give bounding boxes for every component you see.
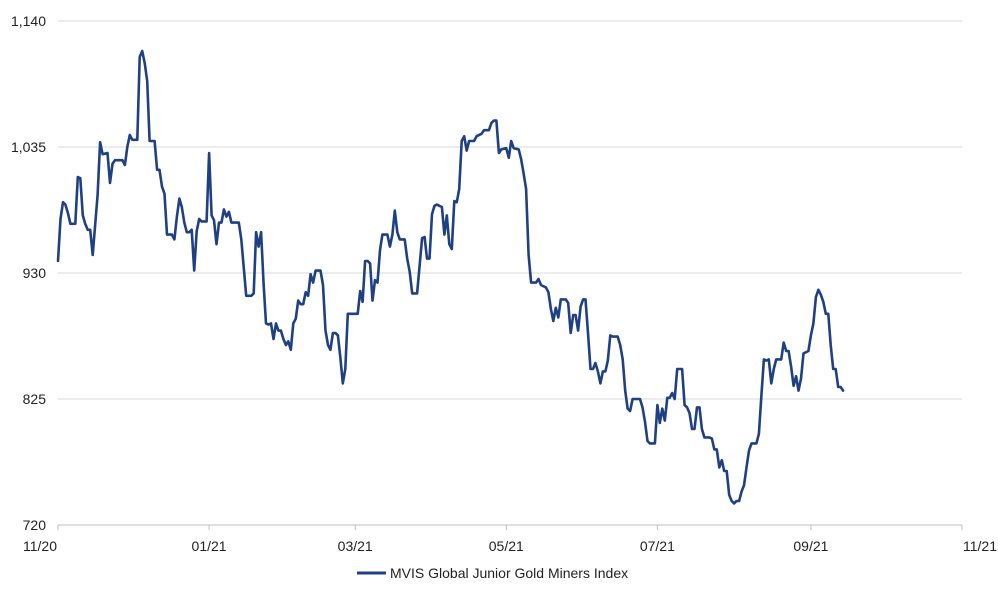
y-tick-label: 1,140: [11, 13, 46, 29]
x-tick-label: 11/21: [963, 538, 997, 554]
y-tick-label: 825: [23, 391, 47, 407]
x-tick-label: 07/21: [640, 538, 675, 554]
y-axis-tick-labels: 720 825 930 1,035 1,140: [11, 13, 46, 533]
y-tick-label: 720: [23, 517, 47, 533]
x-tick-label: 09/21: [793, 538, 828, 554]
x-tick-label: 05/21: [489, 538, 524, 554]
x-tick-label: 03/21: [338, 538, 373, 554]
y-tick-label: 1,035: [11, 139, 46, 155]
series-layer: [56, 49, 845, 505]
legend-label: MVIS Global Junior Gold Miners Index: [390, 565, 628, 581]
legend: MVIS Global Junior Gold Miners Index: [357, 565, 628, 581]
x-axis: 11/20 01/21 03/21 05/21 07/21 09/21 11/21: [23, 525, 997, 554]
y-tick-label: 930: [23, 265, 47, 281]
x-tick-label: 01/21: [192, 538, 227, 554]
series-line: [56, 49, 845, 505]
gridlines: [58, 20, 962, 526]
x-tick-label: 11/20: [23, 538, 57, 554]
